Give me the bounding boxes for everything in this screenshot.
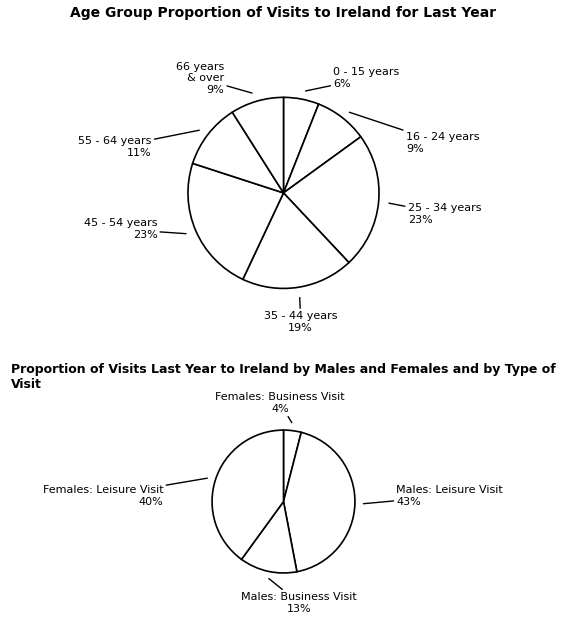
Wedge shape: [284, 104, 361, 193]
Text: 45 - 54 years
23%: 45 - 54 years 23%: [84, 219, 186, 240]
Text: 16 - 24 years
9%: 16 - 24 years 9%: [349, 113, 479, 154]
Text: 66 years
& over
9%: 66 years & over 9%: [176, 62, 252, 95]
Wedge shape: [232, 97, 284, 193]
Wedge shape: [284, 97, 319, 193]
Text: Males: Business Visit
13%: Males: Business Visit 13%: [242, 579, 357, 614]
Wedge shape: [188, 163, 284, 279]
Text: Proportion of Visits Last Year to Ireland by Males and Females and by Type of Vi: Proportion of Visits Last Year to Irelan…: [11, 363, 556, 392]
Wedge shape: [284, 430, 301, 502]
Text: 35 - 44 years
19%: 35 - 44 years 19%: [264, 298, 337, 332]
Wedge shape: [212, 430, 284, 559]
Text: Males: Leisure Visit
43%: Males: Leisure Visit 43%: [363, 485, 503, 507]
Text: 55 - 64 years
11%: 55 - 64 years 11%: [78, 131, 199, 158]
Text: 25 - 34 years
23%: 25 - 34 years 23%: [389, 203, 481, 224]
Wedge shape: [242, 502, 297, 573]
Title: Age Group Proportion of Visits to Ireland for Last Year: Age Group Proportion of Visits to Irelan…: [70, 6, 497, 21]
Wedge shape: [193, 113, 284, 193]
Wedge shape: [284, 137, 379, 262]
Text: Females: Business Visit
4%: Females: Business Visit 4%: [215, 392, 345, 422]
Wedge shape: [243, 193, 349, 289]
Wedge shape: [284, 432, 355, 572]
Text: 0 - 15 years
6%: 0 - 15 years 6%: [306, 68, 399, 91]
Text: Females: Leisure Visit
40%: Females: Leisure Visit 40%: [43, 478, 208, 507]
